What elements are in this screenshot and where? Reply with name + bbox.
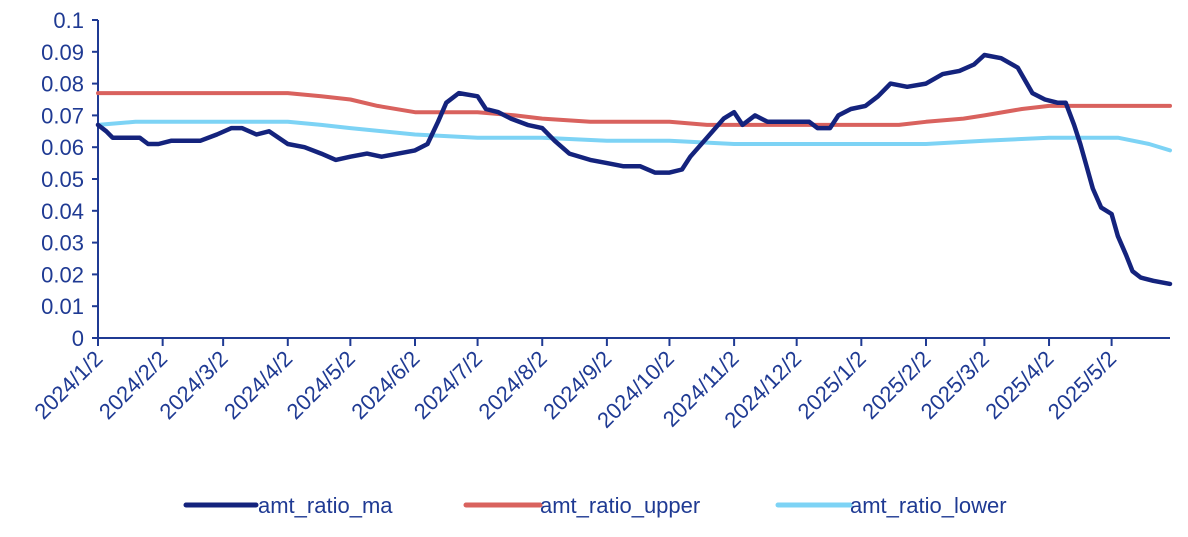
legend-label-amt-ratio-lower: amt_ratio_lower (850, 493, 1007, 518)
series-line-amt-ratio-upper (96, 91, 1172, 127)
legend-label-amt-ratio-ma: amt_ratio_ma (258, 493, 393, 518)
x-tick-label: 2024/8/2 (474, 346, 552, 424)
y-tick-label: 0.09 (41, 40, 84, 65)
y-tick-label: 0.01 (41, 294, 84, 319)
y-tick-label: 0 (72, 326, 84, 351)
x-tick-label: 2024/6/2 (346, 346, 424, 424)
y-tick-label: 0.03 (41, 231, 84, 256)
y-tick-label: 0.08 (41, 72, 84, 97)
y-tick-label: 0.07 (41, 103, 84, 128)
series-line-amt-ratio-ma (95, 52, 1173, 287)
series-layer (95, 52, 1173, 287)
x-tick-label: 2024/7/2 (409, 346, 487, 424)
y-tick-label: 0.06 (41, 135, 84, 160)
x-tick-label: 2025/1/2 (793, 346, 871, 424)
x-tick-label: 2024/1/2 (29, 346, 107, 424)
legend-label-amt-ratio-upper: amt_ratio_upper (540, 493, 700, 518)
x-axis-ticks: 2024/1/22024/2/22024/3/22024/4/22024/5/2… (29, 338, 1121, 433)
y-tick-label: 0.1 (53, 8, 84, 33)
x-tick-label: 2024/5/2 (282, 346, 360, 424)
y-axis-ticks: 0 0.01 0.02 0.03 0.04 0.05 0.06 0.07 0.08 0.09 0.1 (41, 8, 98, 351)
x-tick-label: 2024/4/2 (219, 346, 297, 424)
x-tick-label: 2025/4/2 (980, 346, 1058, 424)
x-tick-label: 2025/5/2 (1043, 346, 1121, 424)
y-tick-label: 0.02 (41, 262, 84, 287)
axes (97, 20, 1170, 339)
legend: amt_ratio_ma amt_ratio_upper amt_ratio_low… (183, 493, 1007, 518)
y-tick-label: 0.05 (41, 167, 84, 192)
y-tick-label: 0.04 (41, 199, 84, 224)
